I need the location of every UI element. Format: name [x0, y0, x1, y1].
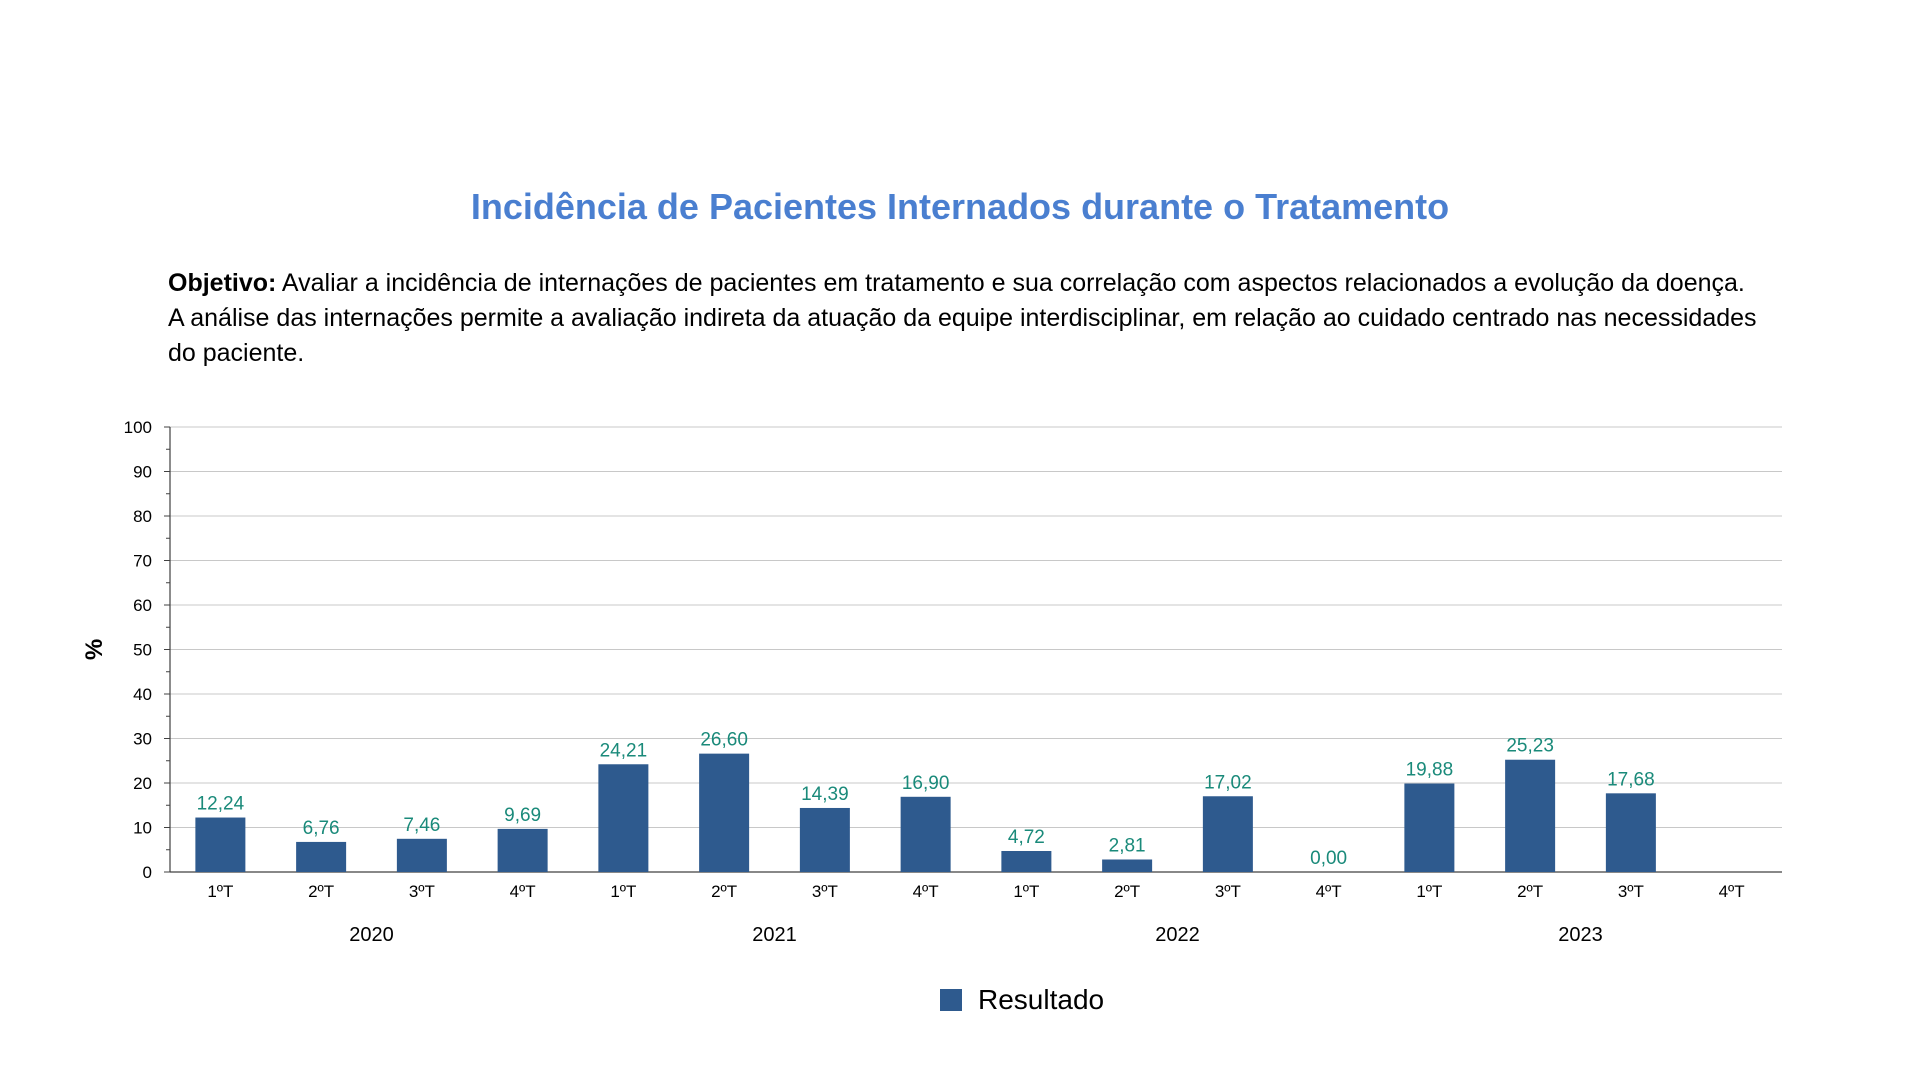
bar	[296, 841, 347, 872]
data-label: 7,46	[403, 815, 440, 836]
legend-label-resultado: Resultado	[978, 984, 1105, 1015]
data-label: 9,69	[504, 805, 541, 826]
year-group-label: 2021	[752, 924, 797, 946]
x-tick-label: 1ºT	[610, 882, 636, 901]
bar	[497, 828, 548, 872]
data-label: 4,72	[1008, 827, 1045, 848]
x-tick-label: 1ºT	[207, 882, 233, 901]
bar	[195, 817, 246, 872]
y-tick-label: 50	[133, 641, 152, 660]
x-tick-label: 2ºT	[308, 882, 334, 901]
y-tick-label: 0	[143, 863, 152, 882]
y-tick-label: 20	[133, 774, 152, 793]
bar	[1001, 850, 1052, 872]
objective-text: Avaliar a incidência de internações de p…	[168, 269, 1757, 367]
bar	[799, 807, 850, 872]
x-tick-label: 3ºT	[812, 882, 838, 901]
bar	[900, 796, 951, 872]
x-tick-label: 4ºT	[1316, 882, 1342, 901]
y-tick-label: 70	[133, 552, 152, 571]
objective-paragraph: Objetivo: Avaliar a incidência de intern…	[168, 266, 1758, 371]
y-tick-label: 60	[133, 596, 152, 615]
x-tick-label: 1ºT	[1013, 882, 1039, 901]
data-label: 12,24	[197, 794, 245, 815]
bar	[1102, 859, 1153, 872]
y-tick-label: 30	[133, 730, 152, 749]
data-label: 24,21	[600, 740, 648, 761]
data-label: 0,00	[1310, 848, 1347, 869]
objective-label: Objetivo:	[168, 269, 277, 297]
y-tick-label: 90	[133, 463, 152, 482]
bar	[1605, 793, 1656, 872]
y-tick-label: 40	[133, 685, 152, 704]
page-title: Incidência de Pacientes Internados duran…	[470, 186, 1450, 227]
x-tick-label: 3ºT	[1618, 882, 1644, 901]
x-tick-label: 1ºT	[1416, 882, 1442, 901]
data-label: 16,90	[902, 773, 950, 794]
data-label: 14,39	[801, 784, 849, 805]
bar	[598, 764, 649, 872]
data-label: 17,68	[1607, 769, 1655, 790]
data-label: 26,60	[700, 730, 748, 751]
bar	[396, 838, 447, 872]
y-axis-label: %	[81, 639, 108, 660]
x-tick-label: 3ºT	[1215, 882, 1241, 901]
x-tick-label: 4ºT	[913, 882, 939, 901]
x-tick-label: 4ºT	[1719, 882, 1745, 901]
year-group-label: 2020	[349, 924, 394, 946]
x-tick-label: 4ºT	[510, 882, 536, 901]
data-label: 17,02	[1204, 772, 1252, 793]
data-label: 25,23	[1506, 736, 1554, 757]
year-group-label: 2022	[1155, 924, 1200, 946]
x-tick-label: 2ºT	[711, 882, 737, 901]
x-tick-label: 2ºT	[1114, 882, 1140, 901]
x-tick-label: 2ºT	[1517, 882, 1543, 901]
bar	[1202, 796, 1253, 872]
year-group-label: 2023	[1558, 924, 1603, 946]
bar	[699, 753, 750, 872]
x-tick-label: 3ºT	[409, 882, 435, 901]
y-tick-label: 80	[133, 507, 152, 526]
legend-swatch-resultado	[940, 989, 962, 1011]
data-label: 2,81	[1109, 835, 1146, 856]
chart-legend: Resultado	[940, 984, 1104, 1016]
data-label: 19,88	[1406, 760, 1454, 781]
bar	[1404, 783, 1455, 872]
y-tick-label: 10	[133, 819, 152, 838]
y-tick-label: 100	[124, 418, 152, 437]
bar	[1505, 759, 1556, 872]
data-label: 6,76	[303, 818, 340, 839]
